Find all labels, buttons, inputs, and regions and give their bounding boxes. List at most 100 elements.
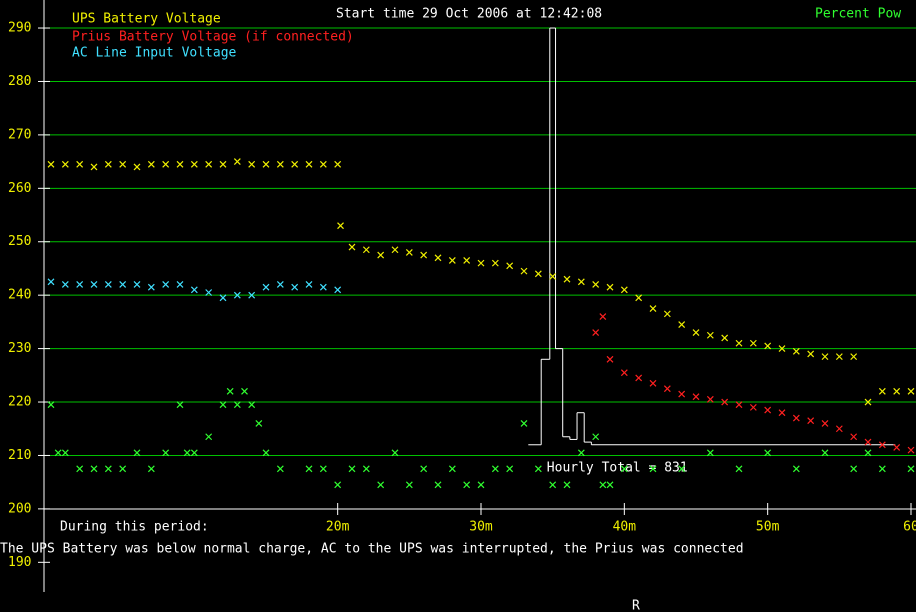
point	[620, 369, 628, 377]
cursor-label: R	[632, 599, 640, 612]
point	[835, 353, 843, 361]
y-tick-label: 190	[8, 555, 31, 570]
point	[377, 251, 385, 259]
point	[878, 441, 886, 449]
histogram	[528, 27, 896, 446]
point	[907, 446, 915, 454]
point	[850, 465, 858, 473]
point	[377, 481, 385, 489]
point	[434, 254, 442, 262]
point	[104, 160, 112, 168]
point	[205, 160, 213, 168]
series	[47, 158, 915, 406]
point	[577, 449, 585, 457]
point	[821, 449, 829, 457]
footnote: The UPS Battery was below normal charge,…	[0, 542, 744, 557]
x-tick-label: 40m	[613, 520, 637, 535]
y-tick-label: 270	[8, 127, 31, 142]
point	[821, 419, 829, 427]
point	[463, 481, 471, 489]
point	[850, 433, 858, 441]
point	[405, 249, 413, 256]
point	[448, 257, 456, 264]
point	[276, 465, 284, 473]
point	[534, 465, 542, 473]
point	[434, 481, 442, 489]
point	[276, 281, 284, 288]
point	[190, 160, 198, 168]
series	[47, 387, 915, 489]
point	[233, 291, 241, 299]
chart-title: Start time 29 Oct 2006 at 12:42:08	[336, 7, 602, 22]
y-tick-label: 260	[8, 181, 31, 196]
point	[104, 465, 112, 473]
point	[735, 465, 743, 473]
point	[405, 481, 413, 489]
point	[391, 449, 399, 457]
period-label: During this period:	[60, 520, 209, 535]
point	[319, 160, 327, 168]
point	[61, 449, 69, 457]
point	[649, 305, 657, 312]
x-tick-label: 60	[903, 520, 916, 535]
point	[749, 339, 757, 347]
point	[864, 398, 872, 406]
point	[420, 251, 428, 259]
point	[678, 321, 686, 328]
point	[563, 275, 571, 283]
legend-entry: UPS Battery Voltage	[72, 12, 221, 27]
point	[850, 353, 858, 361]
point	[792, 414, 800, 422]
point	[133, 449, 141, 457]
point	[792, 347, 800, 355]
series	[47, 278, 342, 302]
histogram-label: Hourly Total = 831	[547, 461, 688, 476]
right-legend: Percent Pow	[815, 7, 901, 22]
point	[864, 438, 872, 446]
point	[606, 283, 614, 291]
point	[162, 281, 170, 288]
y-tick-label: 210	[8, 448, 31, 463]
point	[362, 465, 370, 473]
point	[592, 281, 600, 288]
point	[506, 465, 514, 473]
point	[90, 163, 98, 171]
y-tick-label: 240	[8, 288, 31, 303]
point	[606, 481, 614, 489]
point	[262, 449, 270, 457]
point	[635, 294, 643, 302]
x-tick-label: 30m	[469, 520, 493, 535]
point	[599, 481, 607, 489]
point	[577, 278, 585, 286]
point	[241, 387, 248, 395]
point	[706, 331, 714, 339]
point	[520, 267, 528, 275]
point	[649, 379, 657, 387]
point	[907, 387, 915, 395]
point	[907, 465, 915, 473]
point	[291, 283, 299, 291]
point	[76, 160, 84, 168]
point	[233, 401, 241, 409]
point	[219, 160, 227, 168]
point	[391, 246, 399, 254]
point	[463, 257, 471, 264]
point	[248, 160, 256, 168]
point	[61, 160, 69, 168]
point	[807, 350, 815, 358]
point	[291, 160, 299, 168]
point	[520, 419, 528, 427]
point	[477, 259, 485, 267]
point	[420, 465, 428, 473]
point	[147, 283, 155, 291]
point	[176, 281, 184, 288]
point	[362, 246, 370, 254]
point	[678, 390, 686, 398]
point	[893, 387, 901, 395]
point	[119, 160, 127, 168]
point	[305, 465, 313, 473]
point	[305, 160, 313, 168]
point	[749, 403, 757, 411]
